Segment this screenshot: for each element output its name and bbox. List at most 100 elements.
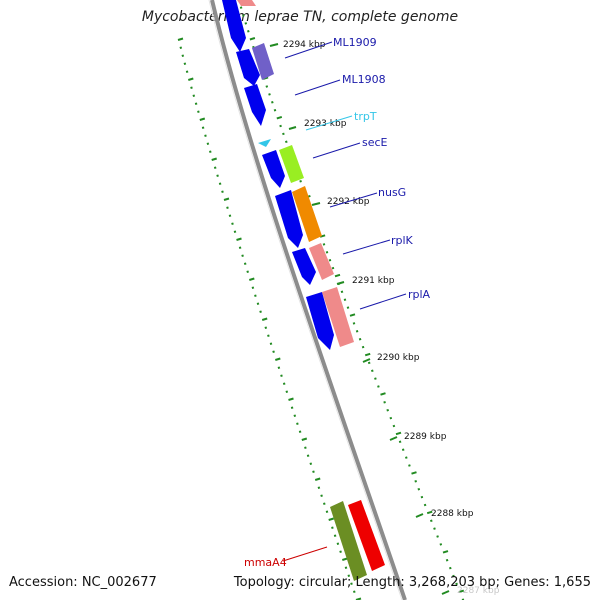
minor-tick (442, 550, 449, 554)
kbp-label: 2291 kbp (352, 276, 395, 286)
minor-tick (181, 54, 185, 57)
minor-tick (317, 486, 321, 489)
minor-tick (252, 45, 255, 49)
minor-tick (349, 313, 356, 317)
minor-tick (398, 440, 402, 444)
gene-label-trpT[interactable]: trpT (354, 110, 377, 123)
inner-tick-ring (177, 37, 362, 600)
cds-feature (222, 0, 246, 52)
gene-label-ml1909[interactable]: ML1909 (333, 36, 377, 49)
leader-line-mmaA4 (282, 546, 328, 562)
minor-tick (177, 37, 184, 41)
minor-tick (218, 182, 222, 185)
minor-tick (231, 222, 234, 225)
minor-tick (221, 190, 224, 193)
cds-track-forward (237, 0, 385, 581)
minor-tick (192, 94, 196, 97)
minor-tick (226, 206, 229, 209)
minor-tick (276, 115, 283, 120)
minor-tick (194, 102, 198, 105)
leader-line-nusG (329, 192, 378, 208)
minor-tick (296, 422, 299, 425)
cds-feature (262, 150, 285, 188)
minor-tick (185, 70, 189, 73)
minor-tick (301, 437, 308, 441)
minor-tick (285, 140, 288, 144)
minor-tick (269, 342, 273, 345)
minor-tick (267, 334, 270, 337)
genome-backbone-highlight (208, 0, 403, 600)
minor-tick (328, 517, 334, 521)
gene-label-secE[interactable]: secE (362, 136, 388, 149)
minor-tick (371, 369, 374, 373)
minor-tick (322, 243, 326, 246)
minor-tick (211, 157, 217, 161)
leader-line-rplK (342, 239, 391, 255)
minor-tick (320, 494, 323, 497)
minor-tick (254, 294, 257, 297)
minor-tick (367, 361, 371, 365)
minor-tick (339, 550, 342, 553)
minor-tick (290, 406, 294, 409)
minor-tick (449, 566, 452, 570)
minor-tick (304, 446, 307, 449)
minor-tick (241, 254, 244, 257)
minor-tick (206, 142, 210, 145)
minor-tick (265, 85, 269, 88)
minor-tick (364, 352, 371, 357)
minor-tick (417, 487, 421, 491)
minor-tick (197, 110, 200, 113)
gene-label-rplK[interactable]: rplK (391, 234, 414, 247)
minor-tick (386, 408, 389, 412)
leader-line-rplA (359, 293, 407, 310)
minor-tick (344, 566, 348, 569)
minor-tick (275, 357, 281, 361)
minor-tick (336, 542, 340, 545)
minor-tick (445, 558, 449, 562)
cds-feature-rplK (309, 243, 334, 280)
leader-line-ml1909 (284, 41, 333, 59)
gene-label-ml1908[interactable]: ML1908 (342, 73, 386, 86)
minor-tick (183, 62, 187, 65)
minor-tick (201, 126, 205, 129)
cds-feature (275, 190, 303, 248)
cds-feature-mmaA4 (348, 500, 385, 571)
minor-tick (423, 503, 427, 507)
minor-tick (392, 424, 396, 428)
cds-feature-rplA (322, 287, 354, 347)
minor-tick (389, 416, 393, 420)
cds-track-reverse (222, 0, 334, 350)
minor-tick (239, 6, 243, 9)
minor-tick (361, 345, 365, 349)
minor-tick (383, 401, 386, 404)
minor-tick (306, 454, 310, 457)
minor-tick (455, 582, 458, 586)
minor-tick (213, 166, 217, 169)
minor-tick (312, 470, 315, 473)
minor-tick (395, 431, 402, 436)
minor-tick (179, 46, 183, 49)
minor-tick (271, 101, 274, 104)
accession-text: Accession: NC_002677 (9, 575, 157, 590)
gene-label-nusG[interactable]: nusG (378, 186, 406, 199)
kbp-label: 2289 kbp (404, 432, 447, 442)
minor-tick (188, 77, 194, 81)
minor-tick (238, 246, 242, 249)
minor-tick (340, 290, 344, 294)
genome-backbone (210, 0, 407, 600)
minor-tick (228, 214, 232, 217)
minor-tick (223, 197, 230, 201)
minor-tick (323, 502, 326, 505)
gene-label-mmaA4[interactable]: mmaA4 (244, 556, 287, 569)
cds-feature (244, 84, 266, 126)
minor-tick (282, 132, 285, 136)
minor-tick (458, 589, 465, 594)
kbp-label: 2288 kbp (431, 509, 474, 519)
minor-tick (346, 306, 350, 309)
gene-label-rplA[interactable]: rplA (408, 288, 431, 301)
trna-feature-trpT (258, 139, 271, 147)
minor-tick (342, 557, 348, 561)
minor-tick (319, 234, 326, 238)
minor-tick (408, 464, 411, 467)
map-title: Mycobacterium leprae TN, complete genome (141, 9, 459, 25)
